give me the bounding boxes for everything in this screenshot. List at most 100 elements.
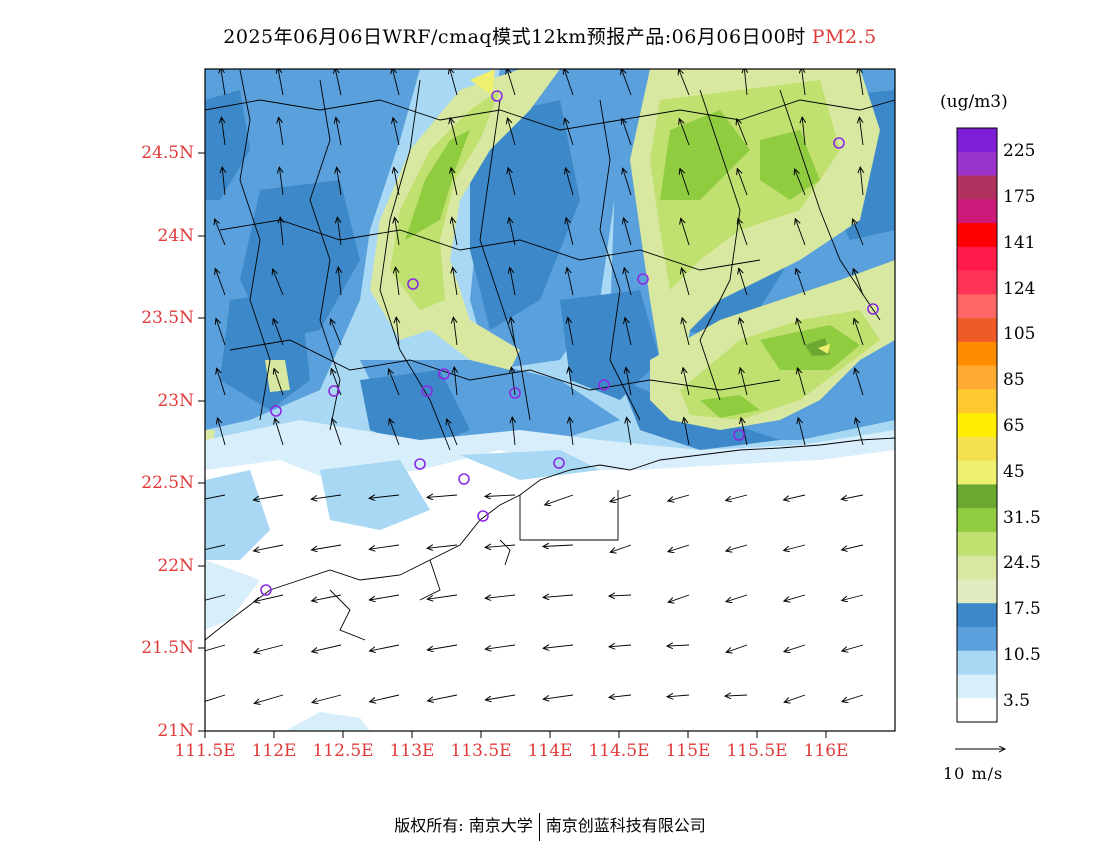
wind-arrow [543,595,574,597]
wind-arrow [859,69,864,96]
wind-arrow [625,318,632,346]
wind-arrow [684,418,690,446]
station-marker [637,273,649,285]
wind-arrow [842,694,864,702]
wind-arrow [447,419,458,446]
wind-vectors [205,69,864,755]
colorbar-label: 225 [1003,141,1036,161]
wind-arrow [726,494,748,501]
colorbar-frame [956,127,998,723]
wind-arrow [737,169,748,196]
wind-arrow [254,544,284,551]
lon-label: 115E [665,741,711,761]
wind-arrow [854,319,864,346]
wind-arrow [222,167,225,196]
wind-arrow [610,494,632,502]
colorbar-swatch [957,626,997,652]
wind-arrow [726,644,748,652]
colorbar-swatch [957,223,997,248]
wind-arrow [279,117,284,146]
wind-arrow [485,595,516,598]
lat-label: 23N [157,391,194,411]
colorbar-swatch [957,270,997,295]
wind-arrow [337,217,341,246]
wind-arrow [370,694,400,702]
wind-arrow [332,419,342,446]
wind-arrow [860,167,863,196]
colorbar-swatch [957,389,997,414]
colorbar-label: 85 [1003,370,1025,390]
wind-arrow [566,218,574,246]
wind-arrow [543,545,574,547]
colorbar-swatch [957,508,997,533]
lon-label: 113E [389,741,435,761]
wind-arrow [510,268,516,296]
wind-arrow [280,217,283,246]
wind-arrow [450,118,458,146]
footer-divider [538,812,540,841]
lon-label: 111.5E [174,741,236,761]
wind-arrow [369,495,400,498]
wind-arrow [624,218,632,246]
wind-arrow [801,69,805,96]
colorbar-label: 65 [1003,416,1025,436]
wind-arrow [682,268,690,296]
wind-arrow [312,694,342,703]
lon-label: 112.5E [312,741,374,761]
wind-arrow [427,644,458,650]
wind-arrow [454,367,457,396]
colorbar-swatch [957,650,997,675]
lon-label: 113.5E [450,741,512,761]
wind-arrow [485,694,516,700]
colorbar-swatch [957,674,997,699]
wind-arrow [609,595,632,596]
wind-arrow [679,69,690,96]
colorbar-unit: (ug/m3) [940,92,1008,112]
wind-arrow [392,69,400,96]
wind-arrow [545,494,574,505]
wind-arrow [452,218,458,246]
title-variable: PM2.5 [811,26,877,48]
wind-arrow [254,644,284,653]
colorbar-label: 10.5 [1003,645,1041,665]
station-marker [438,368,450,380]
colorbar-swatch [957,531,997,557]
wind-arrow [784,594,806,601]
wind-arrow [842,644,864,651]
lon-label: 114.5E [588,741,650,761]
wind-arrow [216,319,226,346]
wind-arrow [205,694,226,702]
station-marker [867,303,879,315]
wind-arrow [855,368,864,396]
colorbar-swatch [957,294,997,319]
wind-arrow [274,369,284,396]
wind-arrow [621,69,632,96]
wind-arrow [841,494,864,499]
wind-arrow [802,117,805,146]
wind-arrow [609,645,632,647]
wind-arrow [668,594,690,602]
wind-arrow [312,644,342,652]
pm25-field [205,69,895,731]
wind-arrow [253,494,284,500]
wind-arrow [215,269,226,296]
wind-arrow [784,494,806,500]
wind-arrow [393,118,400,146]
wind-arrow [370,644,400,651]
lat-label: 23.5N [141,308,194,328]
wind-arrow [254,594,284,602]
wind-arrow [512,417,515,446]
colorbar-label: 45 [1003,462,1025,482]
colorbar-swatch [957,151,997,176]
wind-arrow [507,69,516,96]
wind-arrow [842,594,864,601]
wind-arrow [453,267,458,296]
wind-arrow [509,218,516,246]
wind-arrow [389,419,400,446]
wind-arrow [215,219,226,246]
wind-arrow [221,117,225,146]
wind-arrow [856,418,864,446]
station-marker [421,385,433,397]
wind-arrow [853,269,864,296]
